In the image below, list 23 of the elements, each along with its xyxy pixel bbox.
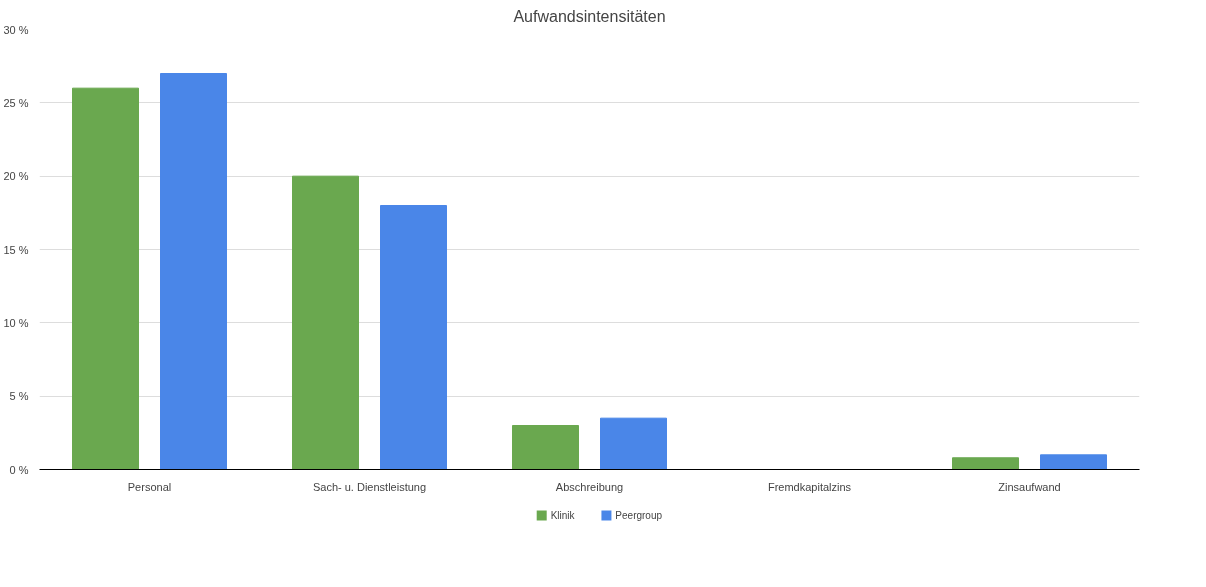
y-tick-label: 30 % (3, 23, 29, 36)
bar (72, 87, 139, 470)
bar (292, 175, 359, 470)
y-tick-label: 15 % (3, 243, 29, 256)
x-tick-label: Personal (127, 480, 172, 493)
bar (512, 425, 579, 470)
chart-title: Aufwandsintensitäten (513, 7, 666, 25)
x-tick-label: Abschreibung (555, 480, 624, 493)
x-tick-label: Sach- u. Dienstleistung (312, 480, 427, 493)
bar (600, 417, 667, 470)
bar (380, 205, 447, 470)
bar (1040, 454, 1107, 470)
y-tick-label: 25 % (3, 96, 29, 109)
bar (952, 457, 1019, 470)
y-tick-label: 5 % (9, 390, 29, 403)
x-tick-label: Fremdkapitalzins (767, 480, 852, 493)
legend-label: Klinik (550, 510, 576, 521)
legend-label: Peergroup (615, 510, 663, 521)
y-tick-label: 10 % (3, 316, 29, 329)
y-tick-label: 20 % (3, 170, 29, 183)
y-tick-label: 0 % (9, 463, 29, 476)
x-tick-label: Zinsaufwand (998, 480, 1061, 493)
bar (160, 73, 227, 470)
